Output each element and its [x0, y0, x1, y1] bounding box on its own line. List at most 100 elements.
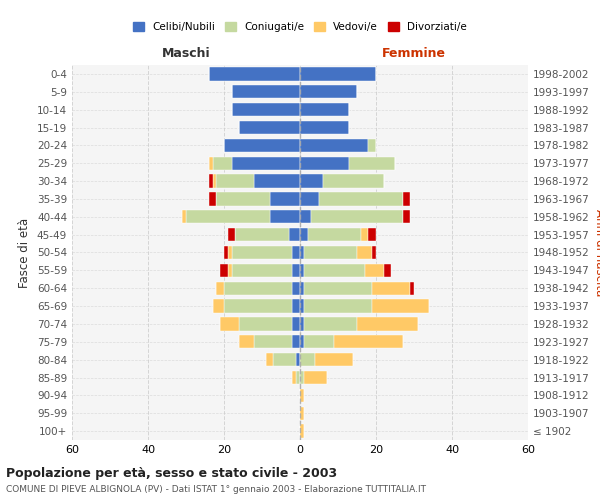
Bar	[300, 246, 304, 259]
Bar	[300, 406, 304, 420]
Bar	[410, 282, 414, 295]
Bar	[304, 246, 357, 259]
Bar	[232, 264, 292, 277]
Bar	[254, 174, 300, 188]
Bar	[269, 192, 300, 205]
Y-axis label: Anni di nascita: Anni di nascita	[593, 209, 600, 296]
Bar	[372, 300, 429, 313]
Bar	[217, 192, 269, 205]
Bar	[300, 85, 357, 98]
Bar	[289, 228, 300, 241]
Bar	[300, 335, 304, 348]
Bar	[266, 353, 274, 366]
Bar	[224, 300, 292, 313]
Bar	[292, 300, 300, 313]
Bar	[212, 156, 232, 170]
Bar	[209, 156, 212, 170]
Text: Femmine: Femmine	[382, 46, 446, 60]
Bar	[300, 210, 311, 224]
Bar	[304, 335, 334, 348]
Bar	[304, 282, 372, 295]
Bar	[300, 228, 308, 241]
Bar	[300, 388, 304, 402]
Bar	[224, 246, 228, 259]
Bar	[323, 174, 383, 188]
Bar	[209, 174, 212, 188]
Bar	[304, 300, 372, 313]
Bar	[224, 138, 300, 152]
Bar	[212, 300, 224, 313]
Bar	[308, 228, 361, 241]
Bar	[300, 67, 376, 80]
Bar	[186, 210, 269, 224]
Bar	[300, 371, 304, 384]
Bar	[361, 228, 368, 241]
Text: COMUNE DI PIEVE ALBIGNOLA (PV) - Dati ISTAT 1° gennaio 2003 - Elaborazione TUTTI: COMUNE DI PIEVE ALBIGNOLA (PV) - Dati IS…	[6, 485, 426, 494]
Bar	[228, 264, 232, 277]
Bar	[300, 282, 304, 295]
Bar	[300, 121, 349, 134]
Bar	[368, 138, 376, 152]
Bar	[239, 121, 300, 134]
Bar	[232, 85, 300, 98]
Bar	[292, 264, 300, 277]
Bar	[269, 210, 300, 224]
Bar	[357, 246, 372, 259]
Bar	[300, 353, 315, 366]
Bar	[232, 156, 300, 170]
Bar	[239, 317, 292, 330]
Bar	[334, 335, 403, 348]
Bar	[300, 174, 323, 188]
Bar	[292, 371, 296, 384]
Bar	[292, 282, 300, 295]
Bar	[372, 246, 376, 259]
Bar	[209, 67, 300, 80]
Bar	[315, 353, 353, 366]
Bar	[228, 228, 235, 241]
Bar	[232, 103, 300, 117]
Bar	[300, 300, 304, 313]
Bar	[372, 282, 410, 295]
Bar	[300, 103, 349, 117]
Text: Maschi: Maschi	[161, 46, 211, 60]
Bar	[274, 353, 296, 366]
Y-axis label: Fasce di età: Fasce di età	[19, 218, 31, 288]
Bar	[300, 156, 349, 170]
Bar	[224, 282, 292, 295]
Bar	[217, 282, 224, 295]
Bar	[300, 138, 368, 152]
Text: Popolazione per età, sesso e stato civile - 2003: Popolazione per età, sesso e stato civil…	[6, 468, 337, 480]
Bar	[304, 371, 326, 384]
Bar	[403, 192, 410, 205]
Bar	[220, 317, 239, 330]
Bar	[217, 174, 254, 188]
Bar	[239, 335, 254, 348]
Bar	[403, 210, 410, 224]
Bar	[228, 246, 232, 259]
Bar	[292, 317, 300, 330]
Bar	[383, 264, 391, 277]
Bar	[349, 156, 395, 170]
Bar	[304, 317, 357, 330]
Bar	[209, 192, 217, 205]
Bar	[292, 246, 300, 259]
Bar	[292, 335, 300, 348]
Legend: Celibi/Nubili, Coniugati/e, Vedovi/e, Divorziati/e: Celibi/Nubili, Coniugati/e, Vedovi/e, Di…	[129, 18, 471, 36]
Bar	[311, 210, 403, 224]
Bar	[300, 317, 304, 330]
Bar	[357, 317, 418, 330]
Bar	[235, 228, 289, 241]
Bar	[300, 264, 304, 277]
Bar	[254, 335, 292, 348]
Bar	[300, 424, 304, 438]
Bar	[220, 264, 228, 277]
Bar	[319, 192, 403, 205]
Bar	[212, 174, 217, 188]
Bar	[232, 246, 292, 259]
Bar	[296, 371, 300, 384]
Bar	[300, 192, 319, 205]
Bar	[365, 264, 383, 277]
Bar	[182, 210, 186, 224]
Bar	[296, 353, 300, 366]
Bar	[304, 264, 365, 277]
